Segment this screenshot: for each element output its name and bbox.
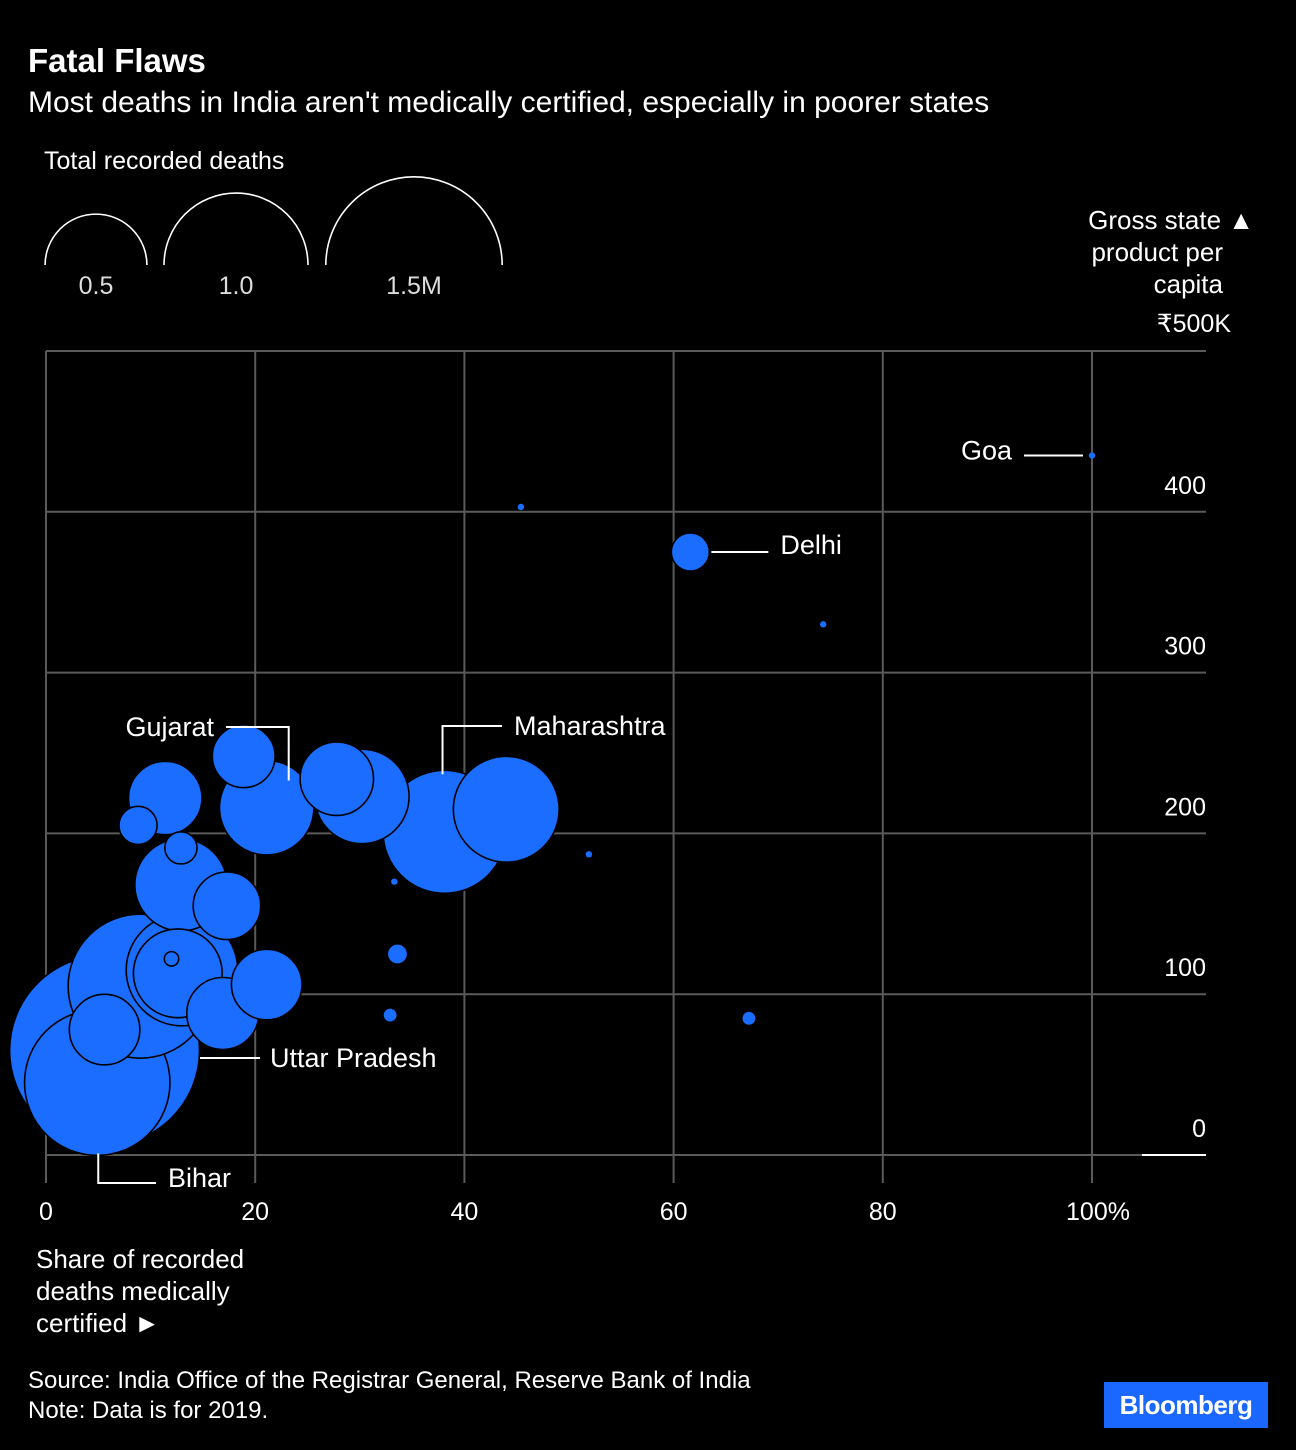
label-uttar-pradesh: Uttar Pradesh: [270, 1043, 437, 1073]
y-axis-title-line: capita: [1154, 269, 1224, 299]
y-tick-label: 0: [1192, 1115, 1206, 1143]
chart-title: Fatal Flaws: [28, 42, 206, 79]
bloomberg-logo: Bloomberg: [1104, 1382, 1268, 1428]
x-tick-label: 60: [660, 1198, 688, 1226]
y-tick-label: ₹500K: [1157, 310, 1232, 338]
bubble-delhi: [670, 532, 711, 572]
x-tick-label: 80: [869, 1198, 897, 1226]
x-tick-label: 20: [241, 1198, 269, 1226]
bubble: [163, 950, 180, 967]
y-axis-title-line: product per: [1091, 237, 1223, 267]
label-goa: Goa: [961, 436, 1013, 466]
gujarat-leader: [226, 726, 290, 781]
x-axis-ticks: 0 20 40 60 80 100%: [39, 1198, 1130, 1226]
bubble: [517, 503, 525, 511]
x-tick-label: 40: [450, 1198, 478, 1226]
x-axis-title-line: Share of recorded: [36, 1244, 244, 1274]
y-axis-title-line: Gross state ▲: [1088, 205, 1254, 235]
bihar-leader: [97, 1153, 156, 1184]
x-tick-label: 0: [39, 1198, 53, 1226]
label-maharashtra: Maharashtra: [514, 711, 667, 741]
bubble: [740, 1010, 757, 1027]
callouts: Goa Delhi Maharashtra Gujarat Uttar Pradesh B…: [97, 436, 1083, 1193]
label-bihar: Bihar: [168, 1163, 231, 1193]
x-tick-label: 100%: [1066, 1198, 1130, 1226]
source-note: Source: India Office of the Registrar Ge…: [28, 1367, 751, 1394]
size-legend-label: 0.5: [79, 272, 114, 300]
maharashtra-leader: [441, 725, 502, 775]
x-axis-title-line: deaths medically: [36, 1276, 230, 1306]
bubble: [382, 1007, 399, 1024]
size-legend-label: 1.5M: [386, 272, 442, 300]
footer: Source: India Office of the Registrar Ge…: [28, 1366, 751, 1426]
size-legend-circle: [44, 213, 148, 266]
bubble: [386, 943, 409, 965]
bubble: [192, 871, 262, 941]
bubble: [299, 741, 375, 817]
bubbles: [8, 452, 1096, 1157]
x-axis-title-line: certified ►: [36, 1308, 160, 1338]
y-tick-label: 200: [1164, 793, 1206, 821]
size-legend-circle: [163, 192, 309, 266]
bubble: [391, 878, 398, 885]
bubble: [585, 851, 593, 858]
chart-subtitle: Most deaths in India aren't medically ce…: [28, 86, 990, 119]
bubble: [164, 830, 198, 865]
bubble: [230, 948, 303, 1021]
y-tick-label: 400: [1164, 472, 1206, 500]
bubble-chart: Total recorded deaths 0.5 1.0 1.5M 0 20 40 60…: [8, 147, 1254, 1338]
bubble: [211, 724, 276, 789]
size-legend-label: 1.0: [219, 272, 254, 300]
bubble: [452, 755, 560, 863]
size-legend-title: Total recorded deaths: [44, 147, 284, 175]
y-tick-label: 100: [1164, 954, 1206, 982]
bubble: [68, 993, 141, 1066]
y-tick-label: 300: [1164, 633, 1206, 661]
y-axis-ticks: 0 100 200 300 400 ₹500K: [1157, 310, 1232, 1143]
size-legend: Total recorded deaths 0.5 1.0 1.5M: [44, 147, 503, 300]
data-note: Note: Data is for 2019.: [28, 1397, 269, 1424]
label-gujarat: Gujarat: [125, 712, 214, 742]
size-legend-circle: [325, 176, 503, 266]
label-delhi: Delhi: [780, 530, 842, 560]
bubble: [118, 805, 158, 846]
bubble: [819, 621, 827, 628]
bubble-goa: [1088, 452, 1096, 459]
